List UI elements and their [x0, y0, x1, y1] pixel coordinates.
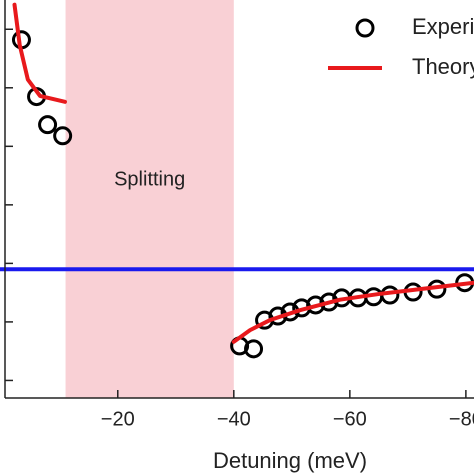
shaded-region	[65, 0, 234, 398]
data-point	[53, 126, 73, 146]
x-axis-label: Detuning (meV)	[213, 448, 367, 473]
data-point	[38, 115, 58, 135]
x-tick-label: −80	[449, 408, 474, 430]
legend-label: Theory	[412, 54, 474, 79]
x-tick-label: −40	[217, 408, 251, 430]
line	[12, 2, 67, 104]
x-tick-label: −20	[101, 408, 135, 430]
legend-label: Experiment	[412, 14, 474, 39]
x-tick-label: −60	[333, 408, 367, 430]
region-label: Splitting	[114, 168, 185, 190]
line	[231, 280, 474, 344]
data-point	[244, 339, 264, 359]
legend-marker	[355, 18, 375, 38]
